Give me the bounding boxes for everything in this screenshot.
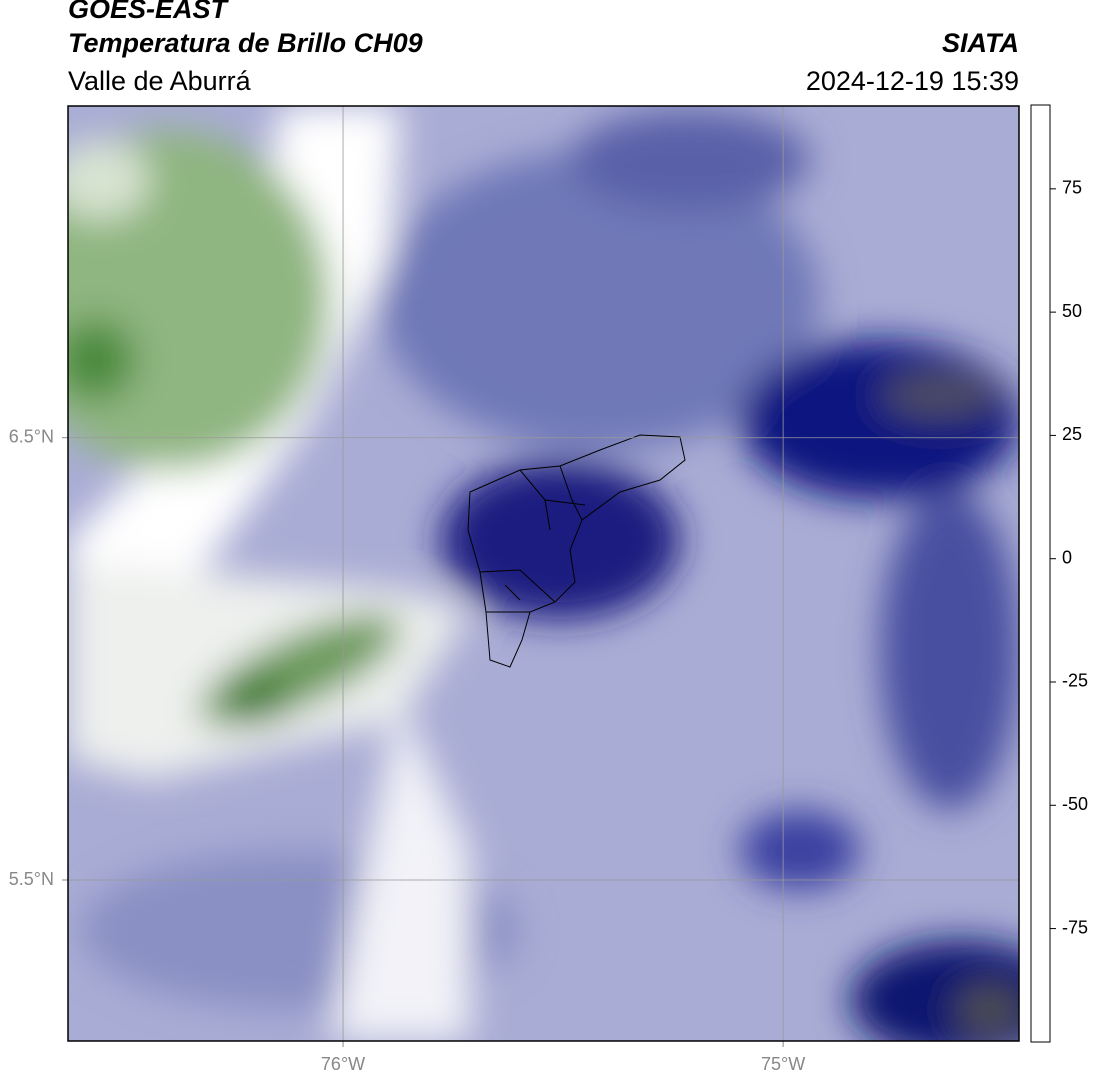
field-patch [740, 340, 1019, 500]
colorbar-tick-label: 50 [1062, 301, 1082, 321]
satellite-title: GOES-EAST [68, 0, 230, 24]
field-patch [570, 110, 810, 210]
y-tick-label: 6.5°N [9, 426, 54, 446]
colorbar-tick-label: -50 [1062, 794, 1088, 814]
colorbar [1030, 104, 1051, 1043]
y-tick-label: 5.5°N [9, 869, 54, 889]
map-axes: 76°W 75°W 6.5°N 5.5°N [9, 106, 1019, 1074]
field-patch [68, 320, 135, 400]
map-frame [67, 105, 1020, 1042]
colorbar-tick-label: -75 [1062, 917, 1088, 937]
field-patch [220, 675, 290, 725]
field-patch [880, 490, 1019, 810]
product-title: Temperatura de Brillo CH09 [68, 28, 423, 58]
datetime: 2024-12-19 15:39 [806, 66, 1019, 96]
field-patch [440, 460, 680, 620]
valley-outline [467, 434, 686, 668]
field-patch [68, 130, 330, 470]
source-title: SIATA [942, 28, 1019, 58]
field-patch [380, 150, 820, 450]
colorbar-tick-label: 25 [1062, 424, 1082, 444]
field-patch [955, 985, 1019, 1035]
x-tick-label: 75°W [761, 1054, 805, 1074]
field-patch [740, 810, 860, 890]
field-patch [330, 700, 470, 1041]
field-patch [68, 140, 150, 220]
colorbar-tick-label: 75 [1062, 178, 1082, 198]
colorbar-tick-label: -25 [1062, 671, 1088, 691]
temperature-field [68, 106, 1019, 1041]
x-tick-label: 76°W [321, 1054, 365, 1074]
field-patch [880, 373, 1000, 417]
field-patches [68, 106, 1019, 1041]
region-title: Valle de Aburrá [68, 66, 252, 96]
colorbar-tick-label: 0 [1062, 547, 1072, 567]
